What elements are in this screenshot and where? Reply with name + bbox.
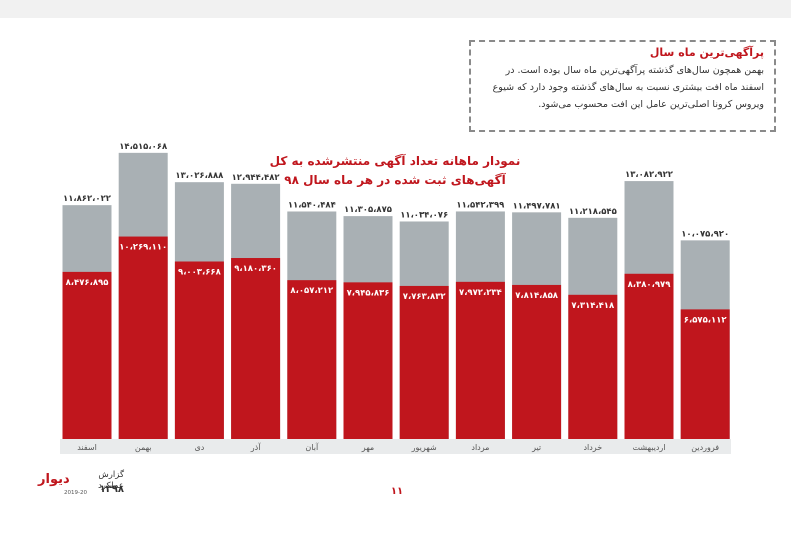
label-published-3: ۹،۱۸۰،۳۶۰ [234,264,277,274]
label-published-5: ۷،۹۴۵،۸۳۶ [347,288,390,298]
bar-published-8 [512,284,562,439]
label-total-8: ۱۱،۴۹۷،۷۸۱ [513,201,561,211]
label-total-0: ۱۱،۸۶۲،۰۲۲ [63,194,112,204]
divar-logo: دیوار [38,472,70,487]
footer-report-label: گزارش عملکرد [98,470,124,491]
note-box: پرآگهی‌ترین ماه سال بهمن همچون سال‌های گ… [469,40,776,132]
category-label-4: آبان [305,442,319,452]
bar-published-3 [231,258,281,439]
bar-published-10 [624,273,674,439]
label-total-9: ۱۱،۲۱۸،۵۴۵ [569,207,617,217]
label-total-4: ۱۱،۵۴۰،۴۸۴ [288,200,336,210]
page-number: ۱۱ [390,486,404,497]
chart-title-line1: نمودار ماهانه تعداد آگهی منتشرشده به کل [270,153,521,169]
bar-published-11 [680,309,730,439]
label-total-6: ۱۱،۰۳۴،۰۷۶ [400,210,448,220]
label-total-2: ۱۳،۰۲۶،۸۸۸ [175,171,224,181]
footer-year: ۱۳۹۸ [99,484,124,495]
bar-published-5 [343,282,393,439]
category-label-1: بهمن [135,443,152,452]
category-label-3: آذر [250,442,261,452]
label-total-7: ۱۱،۵۴۲،۳۹۹ [456,200,505,210]
bar-published-2 [174,261,224,439]
bar-published-4 [287,280,337,439]
label-published-9: ۷،۳۱۴،۴۱۸ [571,301,615,311]
label-total-11: ۱۰،۰۷۵،۹۲۰ [681,229,729,239]
label-published-10: ۸،۳۸۰،۹۷۹ [628,280,672,290]
label-total-10: ۱۳،۰۸۲،۹۲۲ [625,170,674,180]
category-label-0: اسفند [77,443,97,452]
bar-published-0 [62,271,112,439]
category-label-11: فروردین [691,443,719,452]
bar-published-6 [399,285,449,439]
top-strip [0,0,791,18]
label-published-6: ۷،۷۶۳،۸۳۲ [403,292,447,302]
label-published-11: ۶،۵۷۵،۱۱۲ [684,315,728,325]
label-published-8: ۷،۸۱۴،۸۵۸ [515,291,559,301]
category-label-5: مهر [361,443,374,452]
label-published-2: ۹،۰۰۳،۶۶۸ [178,267,222,277]
footer-year-gregorian: 2019-20 [64,490,87,496]
category-label-8: تیر [531,443,541,452]
category-label-9: خرداد [583,443,602,452]
category-label-6: شهریور [411,443,437,452]
note-title: پرآگهی‌ترین ماه سال [649,46,764,59]
category-label-10: اردیبهشت [633,443,666,452]
note-body: بهمن همچون سال‌های گذشته پرآگهی‌ترین ماه… [492,65,764,110]
label-published-0: ۸،۴۷۶،۸۹۵ [66,278,109,288]
label-published-4: ۸،۰۵۷،۲۱۲ [290,286,334,296]
bar-published-9 [568,294,618,439]
label-total-3: ۱۲،۹۴۴،۴۸۲ [232,173,281,183]
label-published-1: ۱۰،۲۶۹،۱۱۰ [119,243,167,253]
category-label-7: مرداد [471,443,489,452]
label-total-1: ۱۴،۵۱۵،۰۶۸ [119,142,168,152]
category-label-2: دی [194,443,204,452]
bar-published-7 [455,281,505,439]
label-published-7: ۷،۹۷۲،۲۳۴ [459,288,502,298]
axis-band [60,439,731,454]
chart-title-line2: آگهی‌های ثبت شده در هر ماه سال ۹۸ [284,172,506,187]
label-total-5: ۱۱،۳۰۵،۸۷۵ [344,205,392,215]
bar-published-1 [118,236,168,439]
